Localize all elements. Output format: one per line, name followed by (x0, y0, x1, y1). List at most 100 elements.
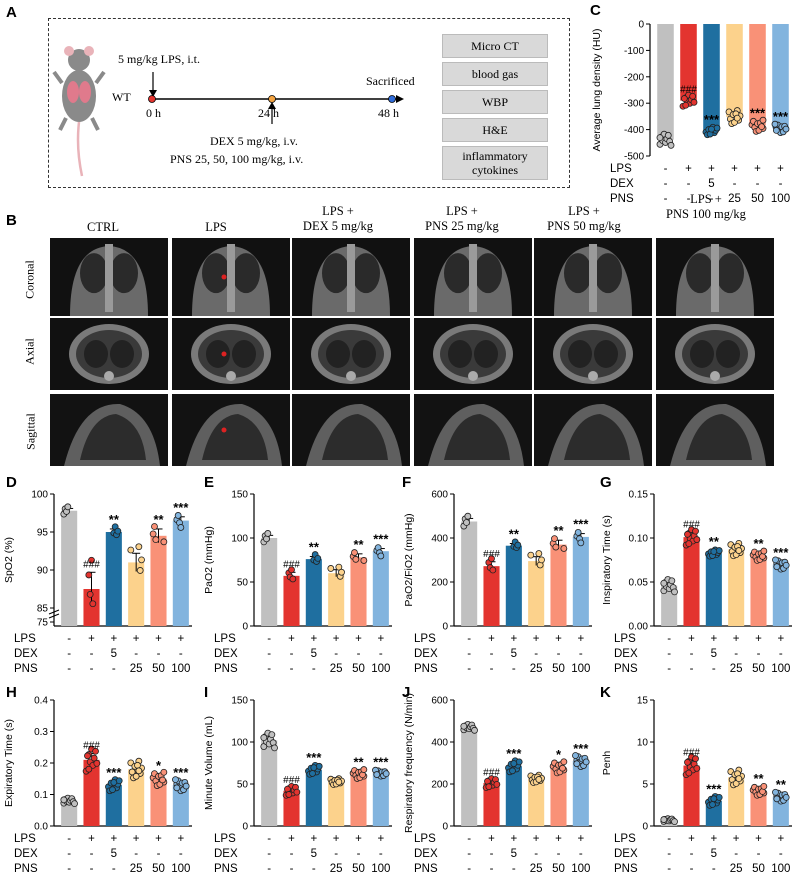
treatment-cell: - (467, 833, 471, 845)
ct-col-pns50: LPS + PNS 50 mg/kg (547, 204, 621, 233)
treatment-row-label: PNS (214, 863, 238, 875)
data-point (535, 776, 543, 783)
treatment-cell: 25 (130, 863, 143, 875)
chart-j: 0 200 400 600 Respiratory frequency (N/min) #… (403, 693, 592, 875)
treatment-cell: 25 (530, 863, 543, 875)
data-point (510, 760, 518, 767)
y-axis-label: Respiratory frequency (N/min) (403, 693, 415, 833)
bar (372, 773, 389, 826)
data-point (132, 772, 140, 780)
pns-dose-label: PNS 25, 50, 100 mg/kg, i.v. (170, 152, 304, 166)
y-tick-label: 150 (231, 696, 248, 707)
y-tick-label: 0 (638, 20, 644, 31)
bar (483, 782, 500, 826)
treatment-cell: - (756, 178, 760, 190)
y-tick-label: 600 (431, 490, 448, 501)
treatment-cell: + (88, 633, 95, 645)
data-point (656, 134, 664, 142)
data-point (509, 767, 516, 775)
data-point (489, 566, 497, 574)
y-axis-label: Expiratory Time (s) (3, 719, 15, 807)
data-point (151, 523, 158, 530)
data-point (664, 131, 672, 139)
y-tick-label: 200 (431, 780, 448, 791)
ct-col-lps: LPS (205, 220, 227, 234)
treatment-row-label: DEX (610, 178, 634, 190)
y-tick-label: 85 (37, 604, 49, 615)
ct-image (414, 238, 532, 316)
data-point (160, 538, 168, 546)
data-point (572, 752, 579, 759)
ct-image (534, 238, 652, 316)
treatment-cell: + (755, 633, 762, 645)
assay-he: H&E (442, 118, 548, 142)
treatment-cell: - (334, 848, 338, 860)
treatment-row-label: LPS (614, 633, 636, 645)
stat-label: ### (680, 84, 697, 95)
stat-label: ** (553, 523, 564, 538)
data-point (138, 556, 145, 564)
y-tick-label: -300 (624, 99, 644, 110)
ct-image (534, 318, 652, 390)
y-tick-label: 100 (231, 738, 248, 749)
treatment-cell: + (333, 633, 340, 645)
treatment-cell: 25 (530, 663, 543, 675)
bar (128, 769, 145, 826)
bar (550, 544, 567, 626)
treatment-cell: - (67, 633, 71, 645)
treatment-cell: - (290, 863, 294, 875)
stat-label: ### (483, 549, 500, 560)
data-point (327, 565, 335, 572)
data-point (268, 731, 276, 739)
bar (680, 24, 697, 101)
lps-dose-label: 5 mg/kg LPS, i.t. (118, 52, 201, 66)
treatment-cell: - (90, 648, 94, 660)
data-point (338, 568, 345, 576)
ct-image (292, 318, 410, 390)
data-point (582, 758, 590, 766)
treatment-row-label: PNS (414, 863, 438, 875)
bar (528, 778, 545, 826)
treatment-cell: - (467, 648, 471, 660)
stat-label: *** (106, 765, 122, 780)
treatment-cell: 50 (752, 663, 765, 675)
treatment-cell: - (67, 863, 71, 875)
bar (661, 585, 678, 626)
data-point (110, 779, 118, 786)
data-point (535, 550, 543, 557)
y-tick-label: 100 (31, 490, 48, 501)
data-point (733, 114, 741, 122)
y-tick-label: 50 (237, 578, 249, 589)
data-point (771, 120, 779, 128)
assay-blood-gas: blood gas (442, 62, 548, 86)
ct-image (172, 238, 290, 316)
data-point (527, 551, 535, 559)
y-tick-label: -100 (624, 46, 644, 57)
data-point (772, 126, 780, 134)
data-point (551, 535, 558, 543)
treatment-cell: + (577, 633, 584, 645)
treatment-row-label: DEX (14, 848, 38, 860)
treatment-cell: - (267, 663, 271, 675)
bar (505, 766, 522, 826)
ct-image (172, 318, 290, 390)
treatment-cell: 100 (371, 663, 390, 675)
data-point (782, 794, 790, 801)
treatment-cell: 25 (330, 663, 343, 675)
mouse-illustration (52, 46, 106, 177)
y-tick-label: 400 (431, 534, 448, 545)
data-point (759, 116, 767, 124)
treatment-row-label: DEX (214, 848, 238, 860)
bar (105, 785, 122, 826)
data-point (685, 769, 693, 777)
y-tick-label: 400 (431, 738, 448, 749)
treatment-cell: 100 (571, 663, 590, 675)
treatment-cell: + (488, 833, 495, 845)
y-tick-label: 90 (37, 566, 49, 577)
treatment-cell: - (534, 648, 538, 660)
time-48h: 48 h (378, 106, 399, 120)
y-tick-label: 200 (431, 578, 448, 589)
treatment-cell: + (733, 633, 740, 645)
bar (83, 759, 100, 826)
bar (305, 769, 322, 826)
